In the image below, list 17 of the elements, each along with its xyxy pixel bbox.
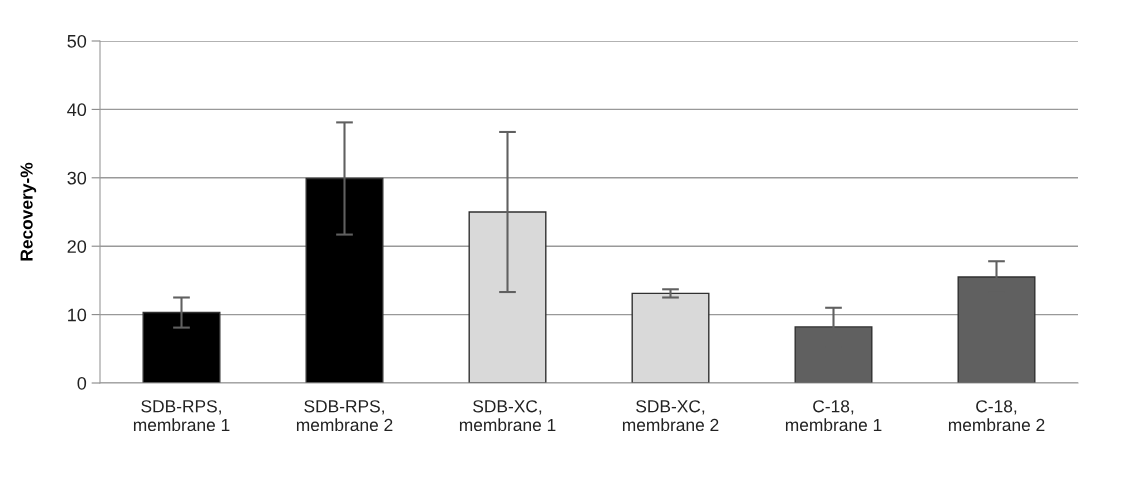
x-tick-label: C-18, membrane 1 — [785, 400, 882, 432]
bar — [305, 177, 384, 383]
y-tick-label: 10 — [68, 308, 87, 322]
y-tick-label: 20 — [67, 240, 87, 253]
bar — [631, 292, 710, 383]
y-tick-label: 50 — [67, 34, 87, 48]
x-tick-label: C-18, membrane 2 — [948, 400, 1045, 432]
y-tick-label: 0 — [77, 376, 87, 390]
bar — [142, 311, 221, 383]
x-tick-label: SDB-RPS, membrane 2 — [296, 400, 393, 432]
x-tick-label: SDB-XC, membrane 2 — [622, 400, 719, 432]
x-tick-label: SDB-RPS, membrane 1 — [133, 400, 230, 432]
bar — [468, 211, 547, 383]
y-tick-label: 30 — [67, 171, 87, 185]
y-tick-label: 40 — [67, 103, 87, 117]
y-axis-title: Recovery-% — [20, 162, 37, 261]
x-tick-label: SDB-XC, membrane 1 — [459, 400, 556, 432]
